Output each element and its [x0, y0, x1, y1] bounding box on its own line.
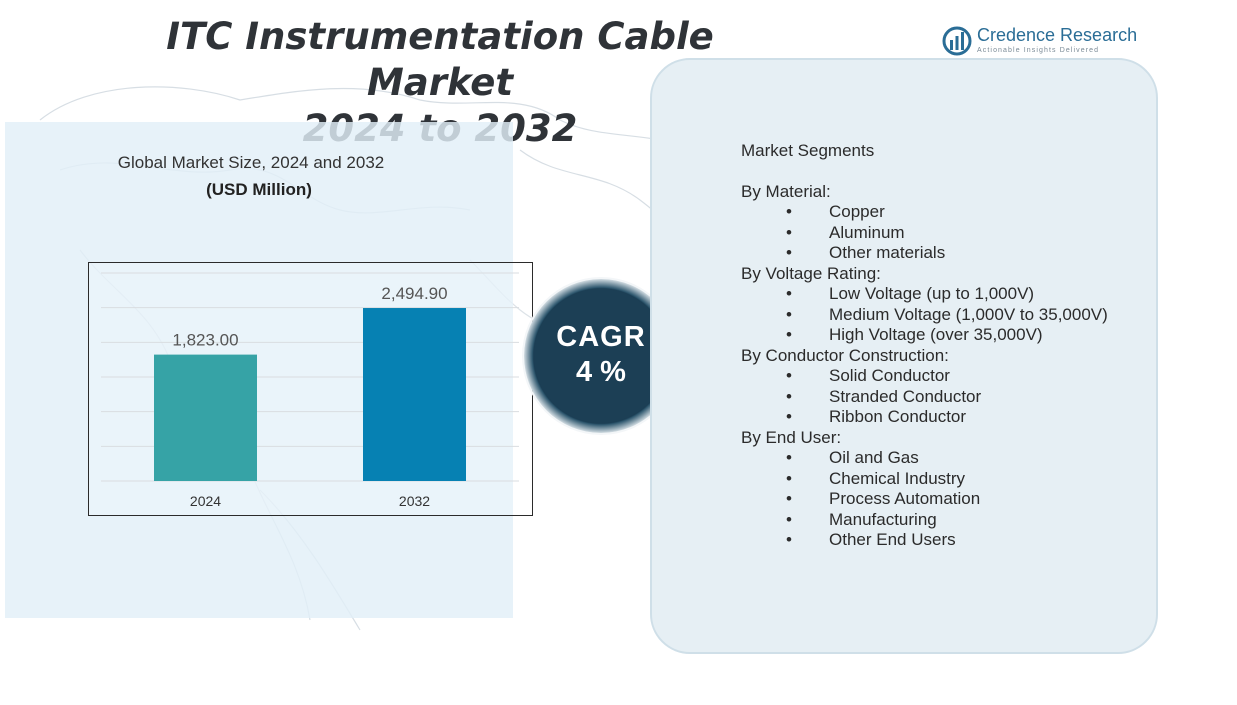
brand-name: Credence Research [977, 25, 1138, 45]
bullet-icon: • [786, 386, 792, 406]
chart-subtitle: Global Market Size, 2024 and 2032 [117, 153, 385, 172]
segment-item: • Chemical Industry [741, 469, 1161, 490]
bullet-icon: • [786, 325, 792, 344]
segment-item-label: Other End Users [829, 530, 956, 549]
segment-item: • Copper [741, 202, 1161, 223]
segment-item-label: Solid Conductor [829, 366, 950, 385]
segment-item: • Manufacturing [741, 510, 1161, 531]
bullet-icon: • [786, 509, 792, 529]
segment-item: • Medium Voltage (1,000V to 35,000V) [741, 305, 1161, 326]
bullet-icon: • [786, 468, 792, 488]
bullet-icon: • [786, 366, 792, 385]
segment-group-name: By Material: [741, 181, 831, 201]
bullet-icon: • [786, 284, 792, 303]
bar-2024 [154, 354, 257, 481]
segment-group-name: By Voltage Rating: [741, 263, 881, 283]
segment-item-label: High Voltage (over 35,000V) [829, 325, 1043, 344]
bullet-icon: • [786, 243, 792, 262]
segment-item: • Process Automation [741, 489, 1161, 510]
brand-logo: Credence Research Actionable Insights De… [942, 24, 1142, 58]
segment-item-label: Process Automation [829, 489, 981, 508]
segment-item: • Other End Users [741, 530, 1161, 551]
x-tick-label: 2032 [399, 493, 430, 509]
segment-groups: By Material: • Copper • Aluminum • Other mater… [741, 182, 1161, 551]
brand-tagline: Actionable Insights Delivered [977, 47, 1100, 54]
chart-unit: (USD Million) [206, 180, 312, 199]
segment-item-label: Aluminum [829, 222, 905, 242]
bar-chart-svg: 1,823.00 2024 2,494.90 2032 [101, 272, 519, 509]
segment-item-label: Chemical Industry [829, 468, 966, 488]
segment-item: • Oil and Gas [741, 448, 1161, 469]
bar-chart: 1,823.00 2024 2,494.90 2032 [88, 262, 533, 516]
segment-group-name: By Conductor Construction: [741, 345, 949, 365]
bullet-icon: • [786, 489, 792, 508]
segment-item: • Ribbon Conductor [741, 407, 1161, 428]
segments-title: Market Segments [741, 141, 875, 160]
cagr-label: CAGR [556, 321, 646, 353]
segment-item: • Stranded Conductor [741, 387, 1161, 408]
title-line-1: ITC Instrumentation Cable Market [166, 15, 714, 104]
cagr-value: 4 % [576, 356, 626, 388]
bullet-icon: • [786, 202, 792, 221]
bullet-icon: • [786, 222, 792, 242]
segment-item-label: Medium Voltage (1,000V to 35,000V) [829, 304, 1108, 324]
bullet-icon: • [786, 530, 792, 549]
segment-item: • Solid Conductor [741, 366, 1161, 387]
bullet-icon: • [786, 448, 792, 467]
chart-heading: Global Market Size, 2024 and 2032 (USD M… [5, 153, 513, 200]
segment-item-label: Manufacturing [829, 509, 937, 529]
bullet-icon: • [786, 407, 792, 426]
segment-item-label: Copper [829, 202, 885, 221]
segment-item-label: Other materials [829, 243, 946, 262]
segment-item: • Aluminum [741, 223, 1161, 244]
market-segments: Market Segments By Material: • Copper • Alum… [741, 141, 1161, 551]
data-label: 2,494.90 [381, 284, 447, 303]
segment-group-name: By End User: [741, 427, 842, 447]
bar-chart-logo-icon [942, 26, 972, 56]
segment-item: • Low Voltage (up to 1,000V) [741, 284, 1161, 305]
bar-2032 [363, 308, 466, 481]
segment-item: • Other materials [741, 243, 1161, 264]
segment-item-label: Stranded Conductor [829, 386, 982, 406]
segment-item: • High Voltage (over 35,000V) [741, 325, 1161, 346]
segments-panel [650, 58, 1158, 654]
segment-item-label: Low Voltage (up to 1,000V) [829, 284, 1035, 303]
data-label: 1,823.00 [172, 331, 238, 350]
segment-item-label: Ribbon Conductor [829, 407, 967, 426]
cagr-badge: CAGR 4 % [534, 289, 668, 423]
x-tick-label: 2024 [190, 493, 221, 509]
bullet-icon: • [786, 304, 792, 324]
segment-item-label: Oil and Gas [829, 448, 919, 467]
